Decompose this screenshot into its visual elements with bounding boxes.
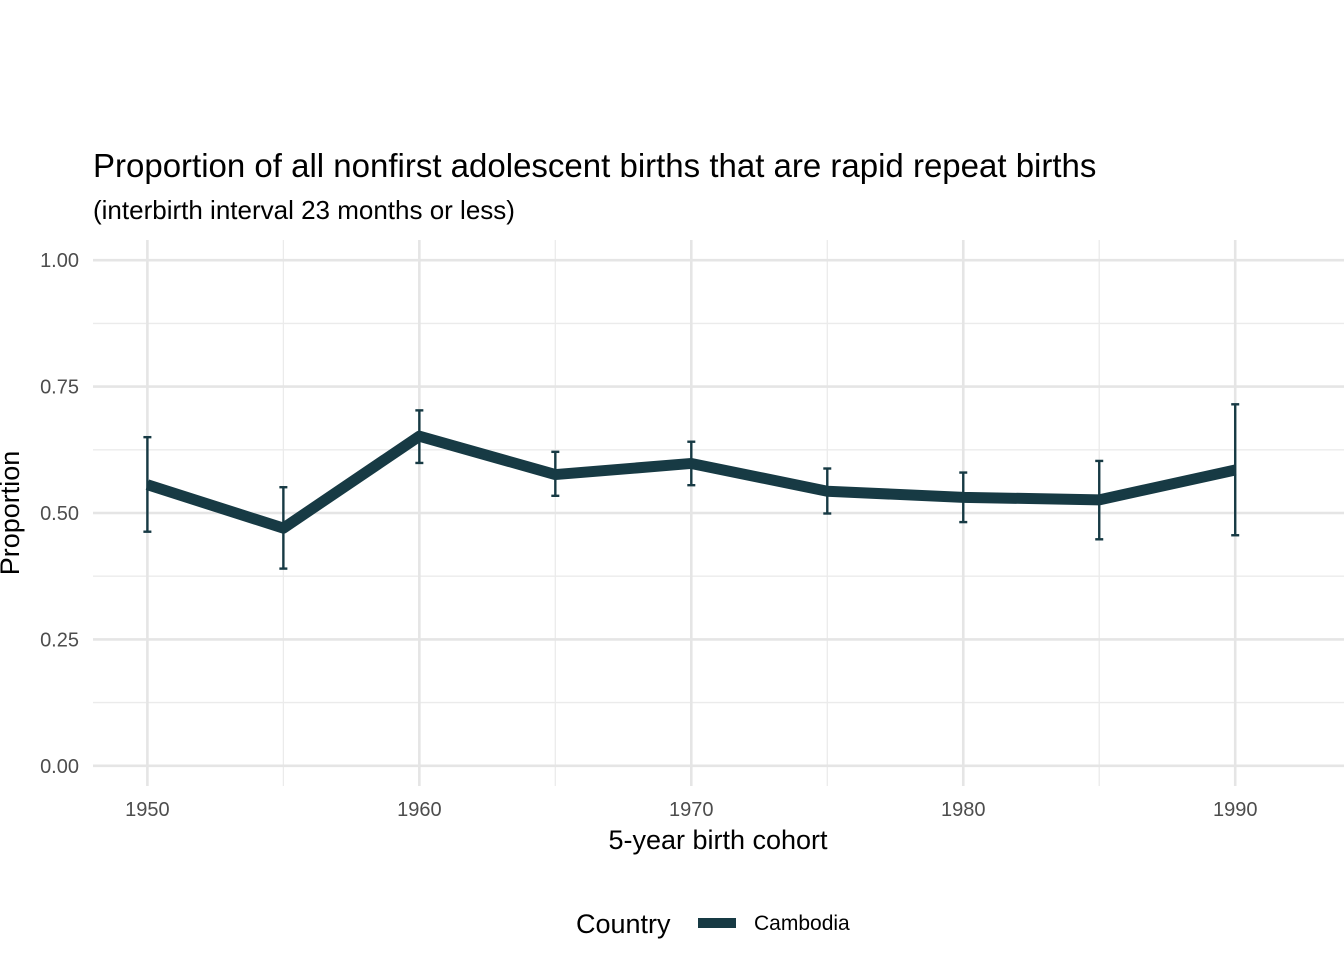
y-tick-label: 0.25 (40, 629, 79, 651)
x-axis-title: 5-year birth cohort (608, 825, 828, 855)
y-axis-title: Proportion (0, 451, 25, 576)
chart-subtitle: (interbirth interval 23 months or less) (93, 195, 515, 225)
y-tick-label: 1.00 (40, 250, 79, 272)
legend-label-cambodia: Cambodia (754, 912, 850, 935)
y-tick-label: 0.00 (40, 756, 79, 778)
series-cambodia (143, 403, 1240, 570)
x-tick-label: 1960 (397, 799, 442, 821)
legend-title: Country (576, 909, 671, 939)
legend-key-cambodia (698, 918, 736, 928)
y-tick-label: 0.75 (40, 377, 79, 399)
error-bar (143, 435, 152, 533)
chart-title: Proportion of all nonfirst adolescent bi… (93, 147, 1096, 184)
x-axis-tick-labels: 1950 1960 1970 1980 1990 (125, 799, 1257, 821)
x-tick-label: 1950 (125, 799, 170, 821)
legend: Country Cambodia (576, 909, 850, 939)
x-tick-label: 1980 (941, 799, 986, 821)
series-layer (143, 403, 1240, 570)
y-tick-label: 0.50 (40, 503, 79, 525)
gridlines (93, 240, 1344, 786)
y-axis-tick-labels: 0.00 0.25 0.50 0.75 1.00 (40, 250, 79, 778)
x-tick-label: 1990 (1213, 799, 1258, 821)
x-tick-label: 1970 (669, 799, 714, 821)
error-bar (1231, 403, 1240, 537)
